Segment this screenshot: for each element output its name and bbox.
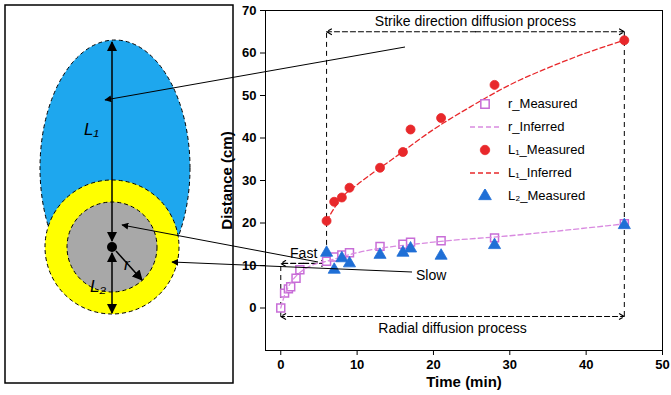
svg-text:50: 50 [655,357,669,372]
svg-text:L₂: L₂ [90,277,106,296]
svg-text:Time (min): Time (min) [426,373,502,390]
svg-text:Slow: Slow [416,267,447,283]
svg-text:20: 20 [426,357,440,372]
svg-text:0: 0 [249,300,256,315]
svg-text:Radial diffusion process: Radial diffusion process [378,320,526,336]
svg-text:Fast: Fast [290,245,317,261]
svg-text:40: 40 [579,357,593,372]
html-text:L₂_Measured: L₂_Measured [508,188,586,203]
svg-text:20: 20 [242,215,256,230]
svg-text:10: 10 [242,258,256,273]
html-text:r_Measured: r_Measured [508,96,578,111]
html-text:r_Inferred: r_Inferred [508,119,565,134]
svg-text:30: 30 [503,357,517,372]
svg-text:0: 0 [277,357,284,372]
html-text:L₁_Measured: L₁_Measured [508,142,585,157]
svg-text:70: 70 [242,3,256,18]
svg-text:60: 60 [242,45,256,60]
svg-text:Distance (cm): Distance (cm) [218,131,235,229]
svg-text:Strike direction diffusion pro: Strike direction diffusion process [375,13,576,29]
svg-text:40: 40 [242,130,256,145]
svg-text:L₁: L₁ [84,120,99,139]
svg-text:30: 30 [242,173,256,188]
svg-text:50: 50 [242,88,256,103]
svg-text:r: r [124,255,131,274]
html-text:L₁_Inferred: L₁_Inferred [508,165,572,180]
svg-text:10: 10 [350,357,364,372]
